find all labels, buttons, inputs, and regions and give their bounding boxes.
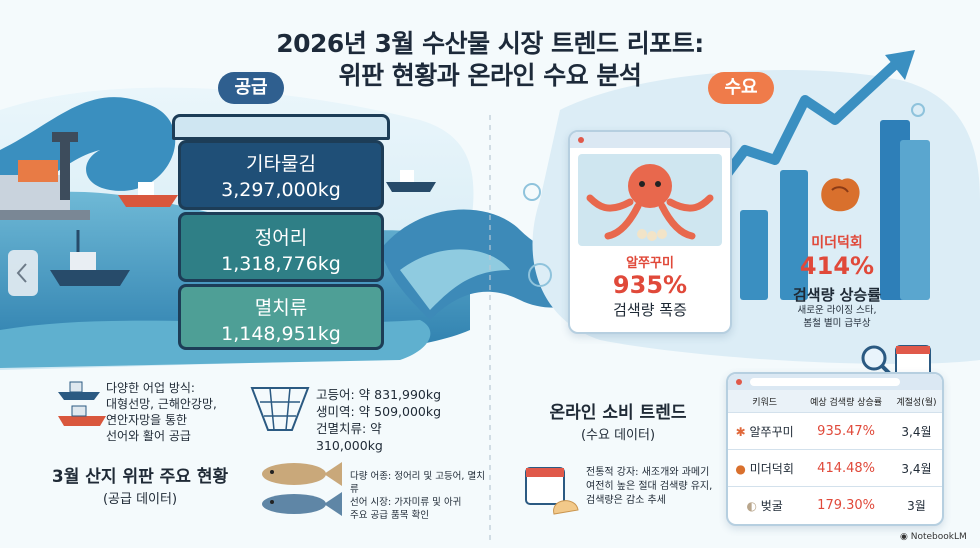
demand-section-title: 온라인 소비 트렌드 [549,403,687,423]
rate-cell: 935.47% [801,412,891,450]
octopus-name: 알쭈꾸미 [626,256,674,271]
demand-section-subtitle: (수요 데이터) [580,428,656,443]
octopus-card: 알쭈꾸미 935% 검색량 폭증 [568,130,732,334]
rate-cell: 179.30% [801,486,891,523]
crate-value: 3,297,000kg [221,179,341,201]
fishing-net-icon [250,387,310,431]
octopus-mini-icon: ✱ [735,424,746,439]
crate-top: 기타물김 3,297,000kg [178,140,384,210]
season-cell: 3,4월 [890,449,942,487]
methods-line: 다양한 어업 방식: [106,381,195,395]
keyword-label: 미더덕회 [749,461,794,476]
keyword-table-card: 키워드 예상 검색량 상승률 계절성(월) ✱ 알쭈꾸미 935.47% 3,4… [726,372,944,526]
sea-squirt-name: 미더덕회 [811,235,863,251]
table-header-cell: 계절성(월) [890,390,942,413]
browser-bar [570,132,730,148]
catch-line: 건멸치류: 약 [316,421,382,436]
crate-name: 멸치류 [254,297,308,319]
traditional-line: 전통적 강자: 새조개와 과메기 [586,467,710,478]
methods-line: 선어와 활어 공급 [106,429,191,443]
fishing-methods-text: 다양한 어업 방식: 대형선망, 근해안강망, 연안자망을 통한 선어와 활어 … [106,380,236,444]
variety-line: 다량 어종: 정어리 및 고등어, 멸치류 [350,471,485,495]
crate-middle: 정어리 1,318,776kg [178,212,384,282]
crate-ice-top [172,114,390,140]
octopus-image-panel [578,154,722,246]
keyword-table: 키워드 예상 검색량 상승률 계절성(월) ✱ 알쭈꾸미 935.47% 3,4… [728,390,942,523]
sea-squirt-icon [821,178,860,212]
carousel-prev-button[interactable] [8,250,38,296]
sea-squirt-rate: 414% [799,252,875,280]
fishing-boat-icons [58,381,106,426]
octopus-desc: 검색량 폭증 [613,301,687,319]
octopus-icon [586,164,714,241]
fish-icons [262,462,342,516]
table-row: ◐ 벚굴 179.30% 3월 [728,486,942,523]
methods-line: 연안자망을 통한 [106,413,188,427]
sea-squirt-desc: 검색량 상승률 [792,286,882,304]
traditional-note: 전통적 강자: 새조개와 과메기 여전히 높은 절대 검색량 유지, 검색량은 … [586,466,726,508]
table-row: ● 미더덕회 414.48% 3,4월 [728,449,942,487]
supply-section-title: 3월 산지 위판 주요 현황 [51,467,229,487]
catch-line: 생미역: 약 509,000kg [316,404,442,419]
page-title-line1: 2026년 3월 수산물 시장 트렌드 리포트: [276,29,704,58]
catch-volumes: 고등어: 약 831,990kg 생미역: 약 509,000kg 건멸치류: … [316,386,486,454]
table-row: ✱ 알쭈꾸미 935.47% 3,4월 [728,412,942,450]
supply-section-subtitle: (공급 데이터) [102,492,178,507]
window-dot-icon [736,379,742,385]
crate-value: 1,318,776kg [221,253,341,275]
traditional-line: 여전히 높은 절대 검색량 유지, [586,481,713,492]
keyword-label: 알쭈꾸미 [749,424,794,439]
variety-line: 주요 공급 품목 확인 [350,510,429,521]
methods-line: 대형선망, 근해안강망, [106,397,217,411]
rate-cell: 414.48% [801,449,891,487]
chevron-left-icon [16,263,27,283]
oyster-mini-icon: ◐ [746,498,757,513]
variety-note: 다량 어종: 정어리 및 고등어, 멸치류 선어 시장: 가자미류 및 아귀 주… [350,470,490,522]
season-cell: 3,4월 [890,412,942,450]
keyword-cell: ◐ 벚굴 [728,486,802,523]
catch-line: 고등어: 약 831,990kg [316,387,442,402]
traditional-line: 검색량은 감소 추세 [586,495,666,506]
sea-squirt-subtext: 새로운 라이징 스타, 봄철 별미 급부상 [772,304,902,330]
window-dot-icon [578,137,584,143]
table-header-cell: 예상 검색량 상승률 [801,390,891,413]
catch-line: 310,000kg [316,438,383,453]
keyword-label: 벚굴 [760,498,783,513]
crate-bottom: 멸치류 1,148,951kg [178,284,384,350]
table-header-row: 키워드 예상 검색량 상승률 계절성(월) [728,390,942,413]
crate-name: 정어리 [254,227,308,249]
keyword-cell: ✱ 알쭈꾸미 [728,412,802,450]
crate-value: 1,148,951kg [221,323,341,345]
notebooklm-logo-icon: ◉ [900,532,908,542]
sea-squirt-sub-line: 봄철 별미 급부상 [803,318,871,329]
keyword-cell: ● 미더덕회 [728,449,802,487]
browser-bar [728,374,942,390]
brand-label: NotebookLM [910,532,967,542]
variety-line: 선어 시장: 가자미류 및 아귀 [350,497,462,508]
table-header-cell: 키워드 [728,390,802,413]
octopus-rate: 935% [612,271,688,299]
sea-squirt-mini-icon: ● [735,461,746,476]
sea-squirt-sub-line: 새로운 라이징 스타, [797,305,877,316]
calendar-shell-icon [525,467,579,515]
footer-brand: ◉ NotebookLM [900,532,978,542]
season-cell: 3월 [890,486,942,523]
page-title-line2: 위판 현황과 온라인 수요 분석 [338,61,642,90]
supply-badge: 공급 [218,72,284,104]
address-bar [750,378,900,386]
crate-name: 기타물김 [246,153,316,175]
demand-badge: 수요 [708,72,774,104]
search-calendar-icon [861,345,931,379]
